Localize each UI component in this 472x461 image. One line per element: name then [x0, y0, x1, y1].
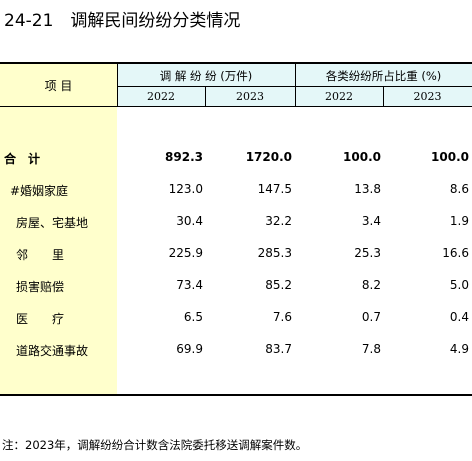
header-rule [117, 86, 472, 87]
cell-value: 4.9 [449, 342, 469, 356]
year-header: 2022 [325, 90, 353, 103]
cell-value: 892.3 [165, 150, 203, 164]
year-header: 2023 [413, 90, 442, 103]
cell-value: 6.5 [183, 310, 203, 324]
row-label: 道路交通事故 [16, 344, 89, 358]
cell-value: 85.2 [265, 278, 292, 292]
col-rule [295, 62, 296, 106]
cell-value: 1.9 [449, 214, 469, 228]
label-column-bg [0, 62, 117, 395]
cell-value: 100.0 [343, 150, 381, 164]
cell-value: 83.7 [265, 342, 292, 356]
cell-value: 5.0 [449, 278, 469, 292]
row-label: 损害赔偿 [16, 280, 65, 294]
bottom-rule [0, 394, 472, 396]
row-label: #婚姻家庭 [10, 184, 69, 198]
cell-value: 0.7 [361, 310, 381, 324]
cell-value: 7.6 [272, 310, 292, 324]
cell-value: 25.3 [354, 246, 381, 260]
group-header: 调 解 纷 纷 (万件) [159, 69, 253, 83]
cell-value: 225.9 [168, 246, 203, 260]
cell-value: 73.4 [176, 278, 203, 292]
title: 24-21 调解民间纷纷分类情况 [4, 11, 241, 31]
cell-value: 1720.0 [245, 150, 292, 164]
header-bg [117, 62, 472, 106]
col-rule [117, 62, 118, 106]
cell-value: 7.8 [361, 342, 381, 356]
year-header: 2023 [236, 90, 264, 103]
row-label: 房屋、宅基地 [16, 216, 89, 230]
cell-value: 3.4 [361, 214, 381, 228]
cell-value: 16.6 [442, 246, 469, 260]
cell-value: 147.5 [257, 182, 292, 196]
cell-value: 30.4 [176, 214, 203, 228]
cell-value: 285.3 [257, 246, 292, 260]
corner-header: 项 目 [44, 79, 73, 93]
cell-value: 13.8 [354, 182, 381, 196]
col-rule [383, 86, 384, 106]
cell-value: 100.0 [431, 150, 469, 164]
cell-value: 8.2 [361, 278, 381, 292]
cell-value: 32.2 [265, 214, 292, 228]
group-header: 各类纷纷所占比重 (%) [325, 69, 442, 83]
note: 注：2023年，调解纷纷合计数含法院委托移送调解案件数。 [2, 438, 308, 452]
row-label: 合 计 [4, 152, 41, 166]
row-label: 医 疗 [16, 312, 65, 326]
cell-value: 8.6 [449, 182, 469, 196]
cell-value: 69.9 [176, 342, 203, 356]
header-bottom-rule [0, 106, 472, 107]
cell-value: 0.4 [449, 310, 469, 324]
col-rule [205, 86, 206, 106]
year-header: 2022 [147, 90, 175, 103]
cell-value: 123.0 [168, 182, 203, 196]
top-rule [0, 62, 472, 64]
row-label: 邻 里 [16, 248, 65, 262]
